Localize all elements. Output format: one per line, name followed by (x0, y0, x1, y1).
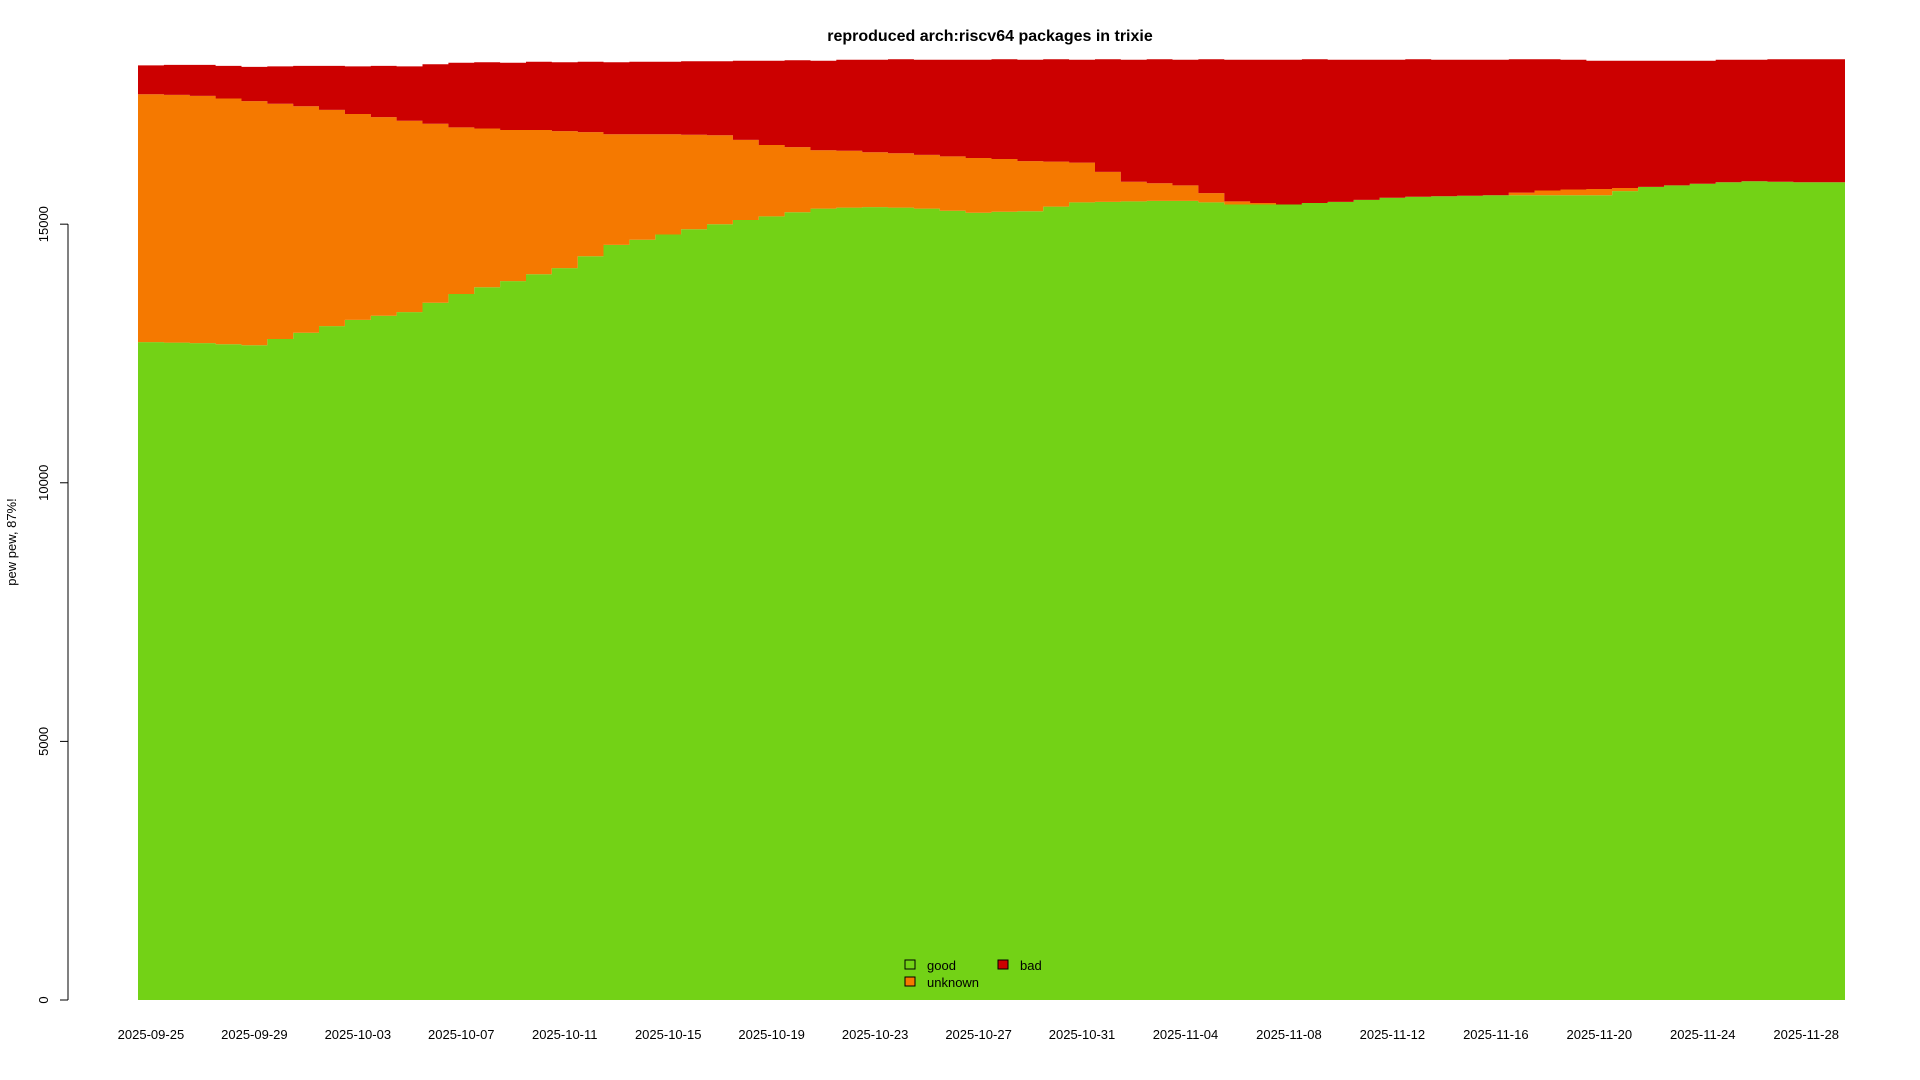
legend: good unknown bad (904, 958, 1042, 990)
legend-swatch-unknown (904, 976, 916, 987)
x-tick-label: 2025-11-28 (1773, 1027, 1839, 1042)
series-area-good (138, 181, 1845, 1000)
chart-title: reproduced arch:riscv64 packages in trix… (827, 28, 1153, 45)
y-axis-label: pew pew, 87%! (4, 498, 19, 585)
y-tick-label: 0 (36, 996, 51, 1003)
x-tick-label: 2025-11-12 (1360, 1027, 1426, 1042)
x-tick-label: 2025-10-23 (842, 1027, 909, 1042)
legend-label-unknown: unknown (927, 975, 979, 990)
y-axis: 0 5000 10000 15000 (36, 206, 69, 1004)
x-tick-label: 2025-10-03 (325, 1027, 392, 1042)
series-area-unknown (138, 94, 1845, 346)
x-tick-label: 2025-10-07 (428, 1027, 495, 1042)
series-area-bad (138, 59, 1845, 205)
x-tick-label: 2025-11-20 (1567, 1027, 1633, 1042)
x-tick-label: 2025-10-31 (1049, 1027, 1116, 1042)
x-tick-label: 2025-10-19 (738, 1027, 805, 1042)
x-tick-label: 2025-11-04 (1153, 1027, 1219, 1042)
chart-areas (138, 59, 1845, 1000)
legend-swatch-good (904, 959, 916, 970)
x-tick-label: 2025-09-29 (221, 1027, 288, 1042)
x-axis: 2025-09-25 2025-09-29 2025-10-03 2025-10-07… (118, 1027, 1839, 1042)
y-tick-label: 5000 (36, 727, 51, 756)
y-tick-label: 10000 (36, 465, 51, 501)
x-tick-label: 2025-10-11 (532, 1027, 598, 1042)
x-tick-label: 2025-09-25 (118, 1027, 185, 1042)
x-tick-label: 2025-10-27 (945, 1027, 1012, 1042)
legend-label-good: good (927, 958, 956, 973)
legend-label-bad: bad (1020, 958, 1042, 973)
legend-swatch-bad (997, 959, 1009, 970)
x-tick-label: 2025-11-16 (1463, 1027, 1529, 1042)
x-tick-label: 2025-11-24 (1670, 1027, 1736, 1042)
y-tick-label: 15000 (36, 206, 51, 242)
x-tick-label: 2025-11-08 (1256, 1027, 1322, 1042)
x-tick-label: 2025-10-15 (635, 1027, 702, 1042)
